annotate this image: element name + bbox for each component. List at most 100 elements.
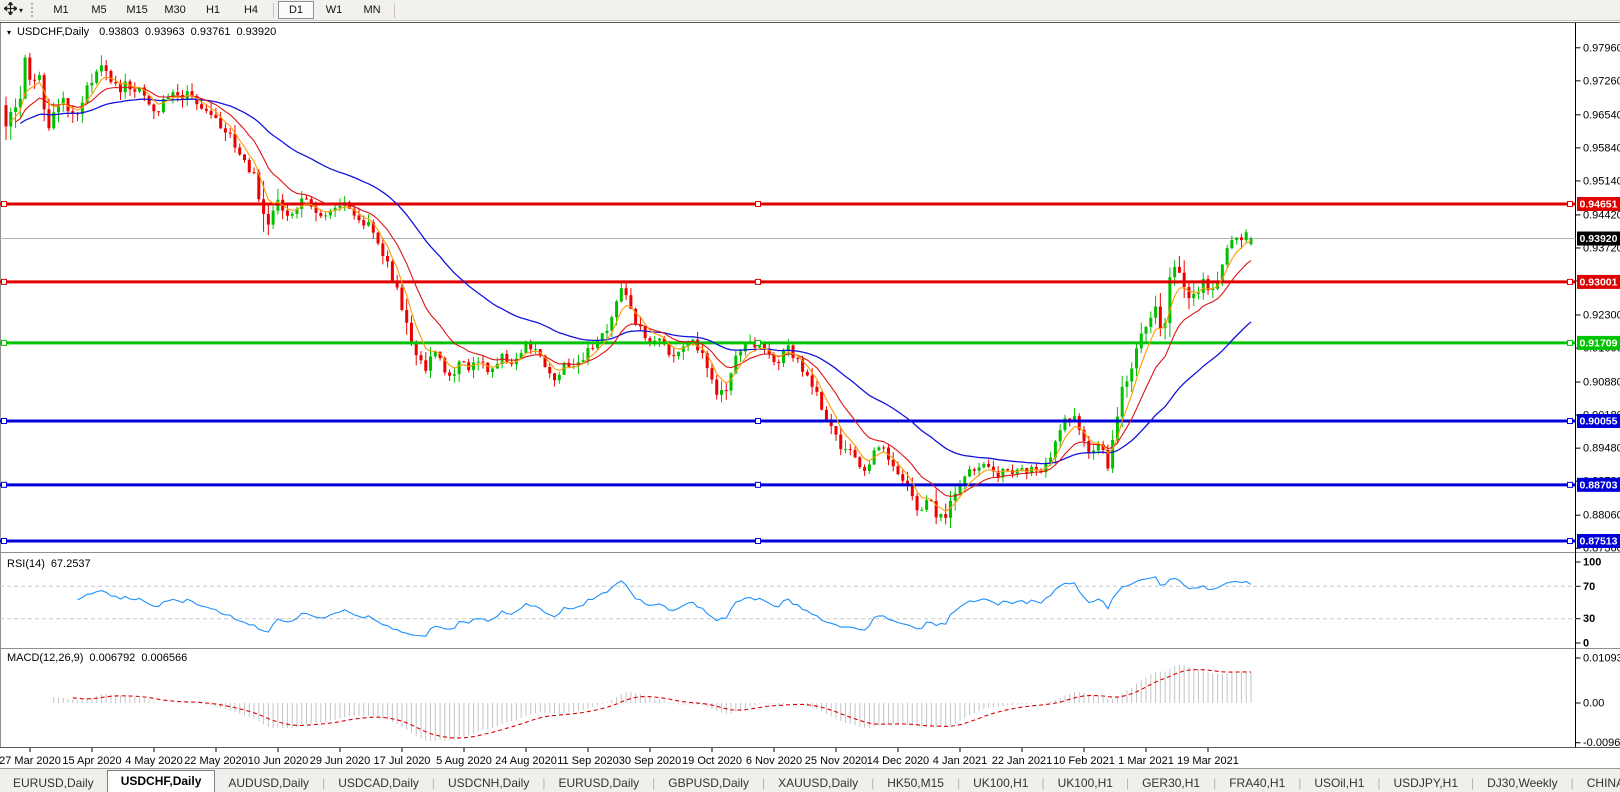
svg-text:1 Mar 2021: 1 Mar 2021: [1118, 755, 1174, 767]
svg-text:0.94420: 0.94420: [1583, 209, 1620, 221]
tab-separator: |: [761, 776, 766, 790]
chart-tab-usdchf-daily[interactable]: USDCHF,Daily: [106, 770, 216, 792]
rsi-indicator-label: RSI(14) 67.2537: [7, 558, 91, 570]
cursor-tool-button[interactable]: ▾: [0, 0, 27, 20]
svg-text:0.010933: 0.010933: [1583, 653, 1620, 665]
tab-separator: |: [1471, 776, 1475, 790]
svg-text:15 Apr 2020: 15 Apr 2020: [62, 755, 121, 767]
svg-text:19 Mar 2021: 19 Mar 2021: [1177, 755, 1239, 767]
tab-separator: |: [1377, 776, 1381, 790]
svg-text:0.00: 0.00: [1583, 698, 1604, 710]
rsi-name: RSI(14): [7, 558, 45, 570]
macd-name: MACD(12,26,9): [7, 652, 84, 664]
svg-text:27 Mar 2020: 27 Mar 2020: [0, 755, 61, 767]
timeframe-button-mn[interactable]: MN: [363, 4, 381, 16]
timeframe-button-m1[interactable]: M1: [53, 4, 69, 16]
line-selection-handles: [1, 201, 1573, 545]
svg-text:0.95840: 0.95840: [1583, 142, 1620, 154]
svg-text:0.90880: 0.90880: [1583, 377, 1620, 389]
tab-separator: |: [1125, 776, 1130, 790]
chart-tab-bar: EURUSD,Daily USDCHF,Daily AUDUSD,Daily | USD…: [0, 768, 1620, 792]
tab-separator: |: [542, 776, 546, 790]
toolbar-separator: [273, 2, 275, 18]
dropdown-caret-icon: ▾: [19, 5, 24, 15]
tab-separator: |: [871, 776, 875, 790]
svg-text:6 Nov 2020: 6 Nov 2020: [746, 755, 802, 767]
chart-tab-china300-h1[interactable]: CHINA300,H1: [1586, 776, 1620, 790]
svg-text:-0.009653: -0.009653: [1583, 737, 1620, 749]
chart-tab-dj30-weekly[interactable]: DJ30,Weekly: [1487, 776, 1558, 790]
svg-text:10 Jun 2020: 10 Jun 2020: [248, 755, 309, 767]
svg-text:70: 70: [1583, 581, 1595, 593]
chart-tab-gbpusd-daily[interactable]: GBPUSD,Daily: [668, 776, 749, 790]
moving-average-lines: [10, 76, 1252, 513]
svg-text:0.88703: 0.88703: [1580, 479, 1618, 491]
chart-tab-audusd-daily[interactable]: AUDUSD,Daily: [228, 776, 310, 790]
chart-tab-usdcnh-daily[interactable]: USDCNH,Daily: [448, 776, 530, 790]
chart-tab-usdcad-daily[interactable]: USDCAD,Daily: [338, 776, 419, 790]
svg-text:0.94651: 0.94651: [1580, 199, 1618, 211]
svg-text:0.93001: 0.93001: [1580, 276, 1618, 288]
ohlc-high-value: 0.93963: [144, 26, 185, 38]
svg-text:0: 0: [1583, 638, 1589, 650]
timeframe-button-d1[interactable]: D1: [278, 1, 315, 19]
chart-tab-uk100-h1[interactable]: UK100,H1: [1057, 776, 1113, 790]
svg-text:30: 30: [1583, 613, 1595, 625]
svg-text:0.88060: 0.88060: [1583, 510, 1620, 522]
chart-tab-usdjpy-h1[interactable]: USDJPY,H1: [1393, 776, 1458, 790]
timeframe-button-m5[interactable]: M5: [91, 4, 107, 16]
tab-separator: |: [956, 776, 961, 790]
ohlc-close-value: 0.93920: [236, 26, 277, 38]
timeframe-buttons: M1 M5 M15 M30 H1 H4 D1 W1 MN: [42, 1, 391, 19]
chart-tab-uk100-h1[interactable]: UK100,H1: [973, 776, 1029, 790]
move-arrows-icon: [2, 0, 19, 18]
toolbar-grip: [31, 3, 38, 17]
timeframe-button-w1[interactable]: W1: [325, 4, 343, 16]
svg-text:29 Jun 2020: 29 Jun 2020: [310, 755, 371, 767]
svg-text:22 Jan 2021: 22 Jan 2021: [992, 755, 1053, 767]
tab-separator: |: [1298, 776, 1302, 790]
chart-tab-ger30-h1[interactable]: GER30,H1: [1142, 776, 1201, 790]
chart-tab-eurusd-daily[interactable]: EURUSD,Daily: [558, 776, 640, 790]
timeframe-button-m15[interactable]: M15: [126, 4, 148, 16]
chart-tab-eurusd-daily[interactable]: EURUSD,Daily: [13, 776, 94, 790]
svg-text:22 May 2020: 22 May 2020: [184, 755, 248, 767]
chart-tab-usoil-h1[interactable]: USOil,H1: [1314, 776, 1365, 790]
horizontal-line-objects: [0, 202, 1576, 543]
svg-text:5 Aug 2020: 5 Aug 2020: [436, 755, 492, 767]
timeframe-button-h1[interactable]: H1: [205, 4, 221, 16]
svg-text:14 Dec 2020: 14 Dec 2020: [867, 755, 929, 767]
tab-separator: |: [1570, 776, 1574, 790]
rsi-line: [77, 576, 1252, 637]
ohlc-low-value: 0.93761: [190, 26, 231, 38]
chart-symbol-label: USDCHF,Daily: [17, 26, 90, 38]
svg-text:19 Oct 2020: 19 Oct 2020: [682, 755, 742, 767]
svg-text:10 Feb 2021: 10 Feb 2021: [1053, 755, 1115, 767]
svg-text:0.89480: 0.89480: [1583, 443, 1620, 455]
tab-separator: |: [1213, 776, 1217, 790]
svg-text:0.90055: 0.90055: [1580, 415, 1618, 427]
svg-text:11 Sep 2020: 11 Sep 2020: [557, 755, 619, 767]
svg-text:0.87513: 0.87513: [1580, 536, 1618, 548]
main-price-panel: [0, 52, 1576, 545]
candlestick-series: [4, 52, 1253, 529]
svg-text:0.91709: 0.91709: [1580, 337, 1618, 349]
chart-tab-xauusd-daily[interactable]: XAUUSD,Daily: [778, 776, 859, 790]
timeframe-toolbar: ▾ M1 M5 M15 M30 H1 H4 D1 W1 MN: [0, 0, 1620, 21]
svg-text:0.92300: 0.92300: [1583, 310, 1620, 322]
svg-text:0.95140: 0.95140: [1583, 175, 1620, 187]
rsi-value: 67.2537: [50, 558, 91, 570]
toolbar-separator: [394, 2, 396, 18]
chart-tab-fra40-h1[interactable]: FRA40,H1: [1229, 776, 1286, 790]
macd-signal-line: [72, 669, 1252, 739]
ohlc-open-value: 0.93803: [99, 26, 139, 38]
timeframe-button-h4[interactable]: H4: [243, 4, 259, 16]
chart-tab-hk50-m15[interactable]: HK50,M15: [887, 776, 944, 790]
svg-text:30 Sep 2020: 30 Sep 2020: [619, 755, 681, 767]
collapse-triangle-icon[interactable]: ▾: [7, 27, 12, 37]
timeframe-button-m30[interactable]: M30: [164, 4, 186, 16]
price-chart-canvas[interactable]: 0.97960 0.97260 0.96540 0.95840 0.95140 0.944…: [0, 21, 1620, 768]
svg-text:24 Aug 2020: 24 Aug 2020: [495, 755, 557, 767]
svg-text:0.97960: 0.97960: [1583, 42, 1620, 54]
